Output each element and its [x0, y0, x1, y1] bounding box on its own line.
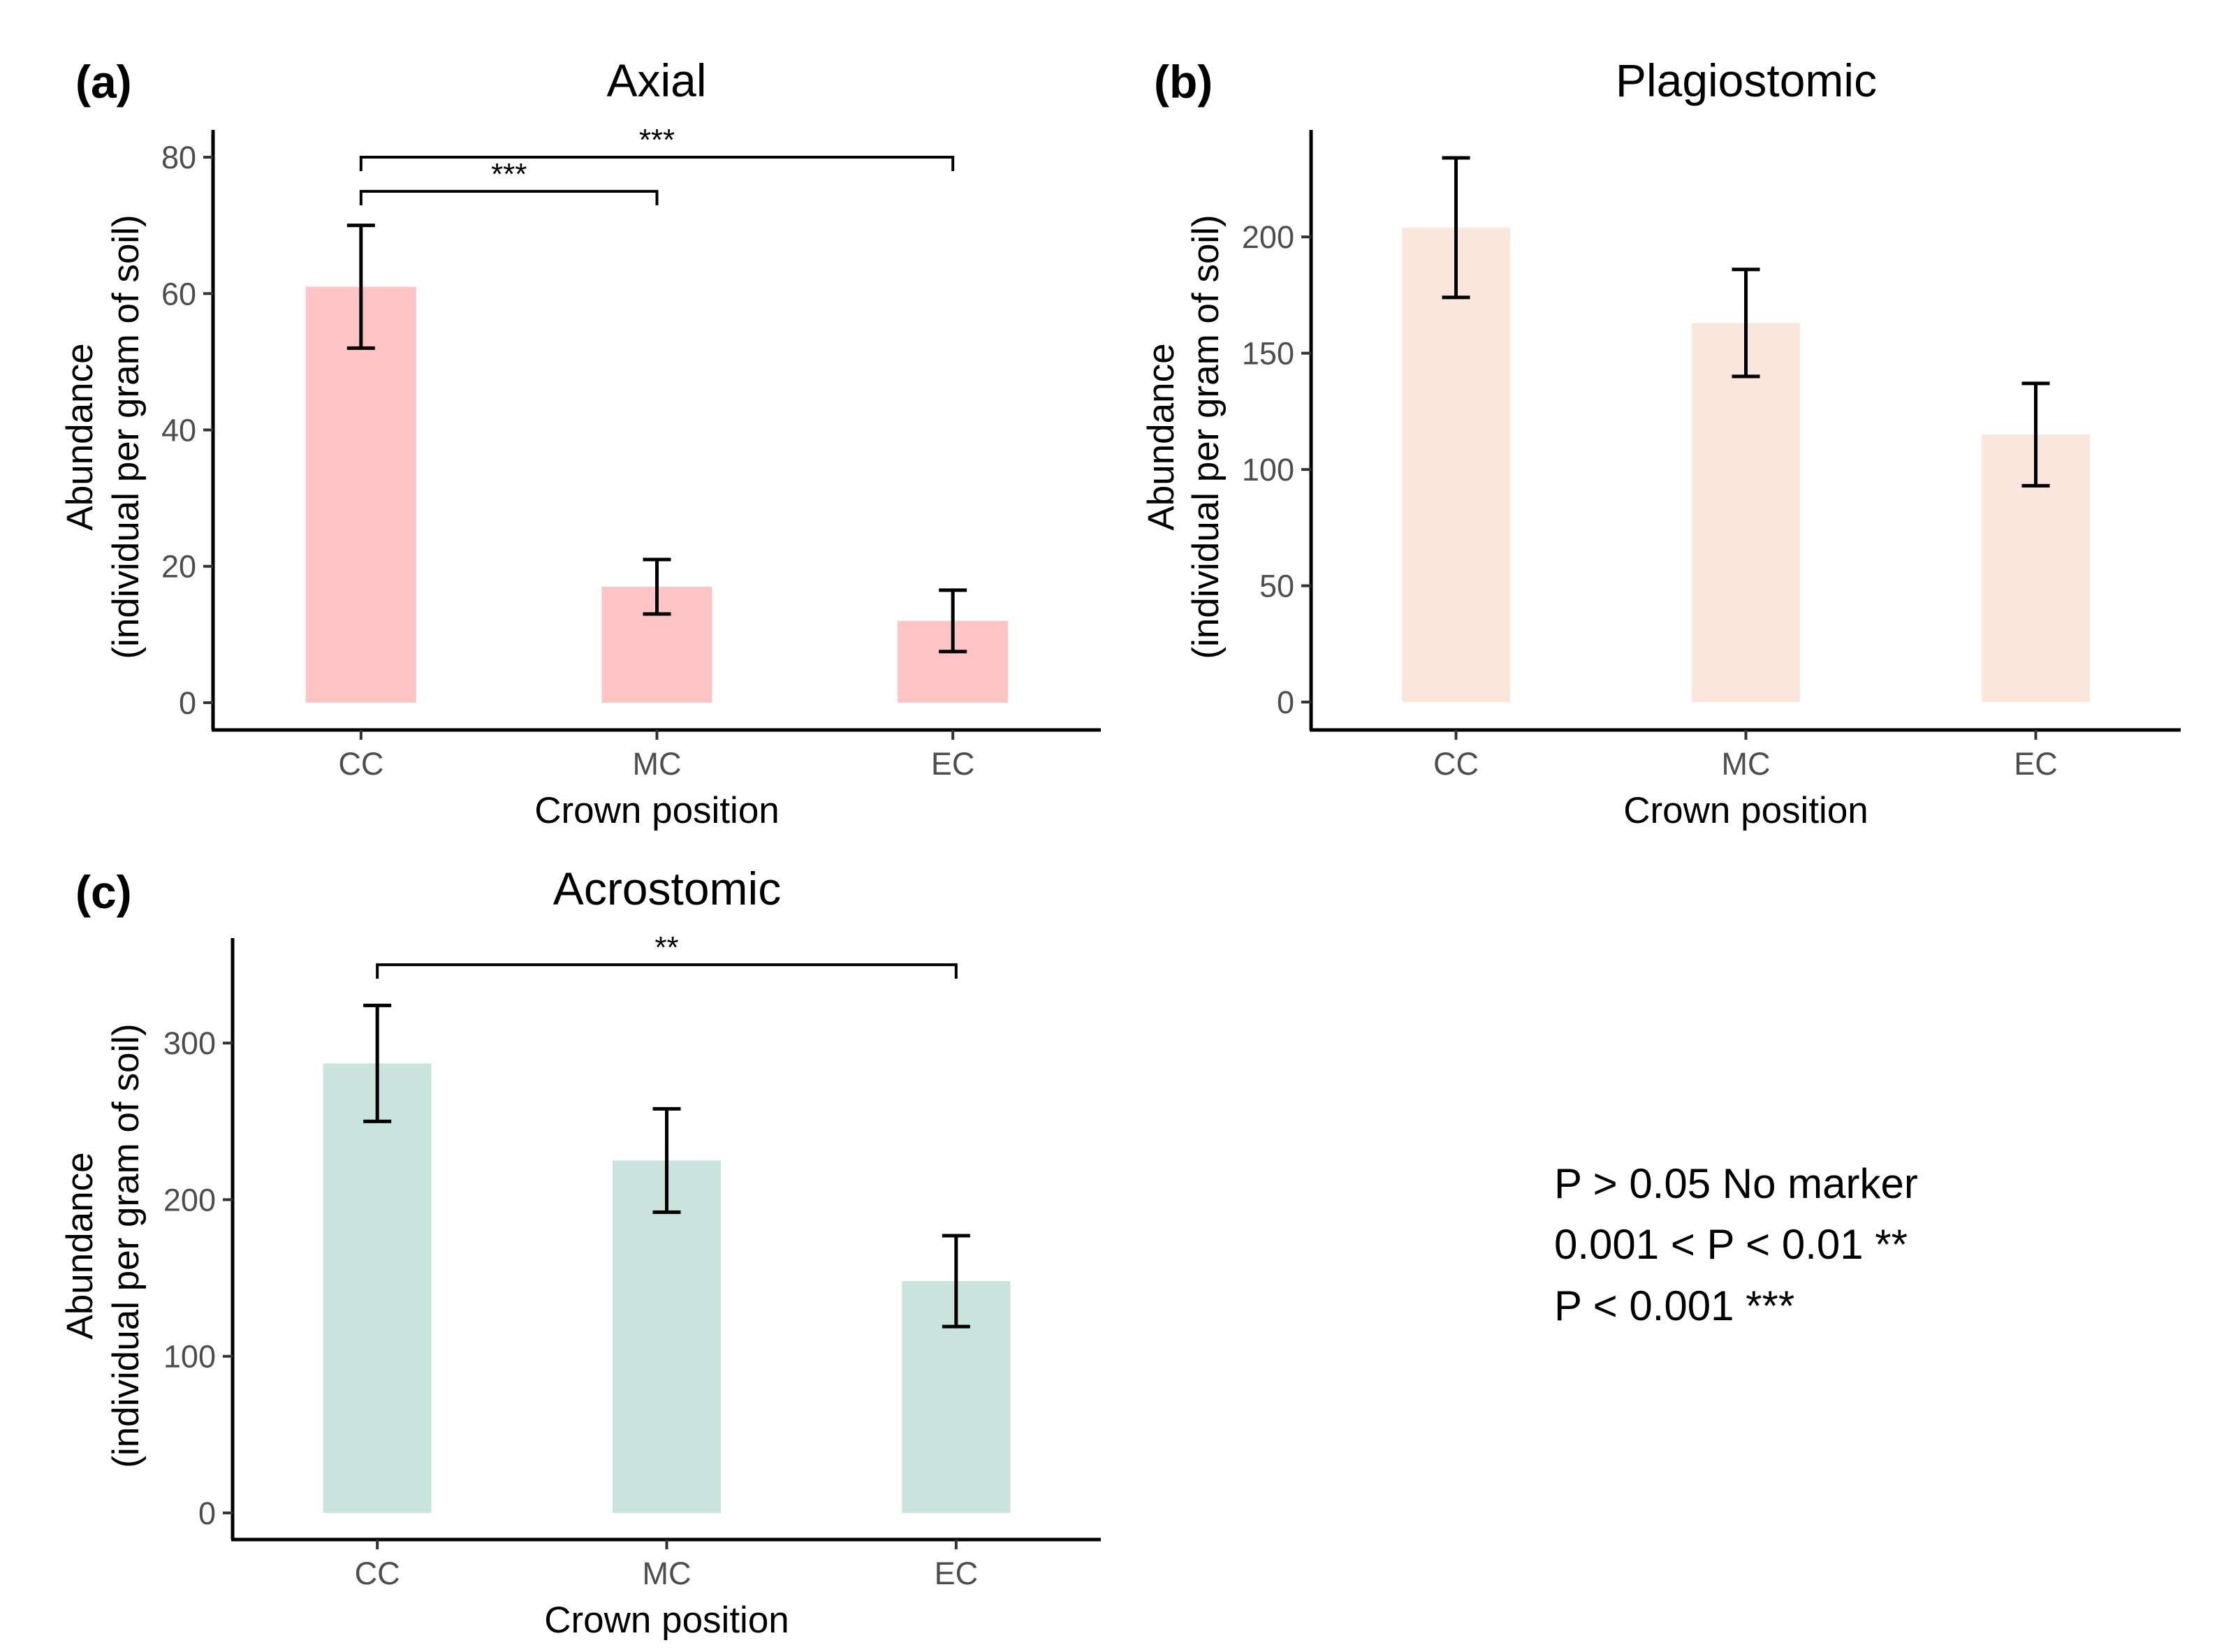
x-tick-label: CC: [1433, 746, 1479, 782]
y-tick-label: 40: [161, 413, 196, 448]
y-tick-label: 300: [163, 1025, 216, 1061]
error-bar-cc: [363, 1003, 392, 1123]
significance-bracket-line: [376, 963, 958, 979]
y-tick-label: 80: [161, 140, 196, 175]
bar-mc: [1692, 323, 1800, 703]
significance-label: ***: [639, 123, 675, 157]
y-tick-label: 0: [179, 685, 196, 721]
significance-label: ***: [491, 157, 527, 191]
significance-bracket-1: [376, 963, 958, 979]
error-bar-mc: [643, 557, 671, 616]
legend-line-2: 0.001 < P < 0.01 **: [1554, 1221, 1908, 1268]
x-tick-label: MC: [643, 1556, 692, 1591]
panel-title: Axial: [606, 54, 706, 106]
bar-cc: [1402, 227, 1510, 703]
error-bar-mc: [1732, 268, 1760, 379]
legend-note: P > 0.05 No marker 0.001 < P < 0.01 ** P…: [1554, 1160, 1918, 1329]
x-tick-label: EC: [931, 746, 975, 782]
panel-letter: (b): [1154, 56, 1213, 108]
chart-panel-3: (c) Acrostomic 0 100 200 300 CC MC EC Crown posit…: [59, 863, 1101, 1641]
y-tick-label: 200: [163, 1182, 216, 1218]
chart-panel-2: (b) Plagiostomic 0 50 100 150 200 CC MC EC Crown p…: [1141, 54, 2181, 831]
bar-cc: [323, 1063, 432, 1513]
panel-title: Acrostomic: [553, 863, 781, 914]
error-bar-cc: [1442, 156, 1470, 300]
y-axis-title-line-1: Abundance: [59, 1152, 101, 1339]
panel-letter: (c): [75, 866, 132, 918]
panel-title: Plagiostomic: [1616, 54, 1877, 106]
y-axis-title-line-1: Abundance: [1141, 343, 1182, 530]
x-tick-label: EC: [935, 1556, 979, 1591]
error-bar-cc: [346, 224, 375, 350]
x-tick-label: CC: [338, 746, 383, 782]
error-bar-ec: [939, 588, 967, 654]
y-tick-label: 0: [1277, 685, 1294, 720]
y-axis-title-line-2: (individual per gram of soil): [105, 214, 147, 659]
x-axis-title: Crown position: [544, 1600, 789, 1641]
bar-cc: [305, 286, 416, 703]
y-tick-label: 150: [1242, 336, 1294, 372]
y-tick-label: 100: [1242, 452, 1294, 488]
y-tick-label: 100: [163, 1339, 216, 1375]
x-axis-title: Crown position: [534, 790, 780, 831]
chart-panel-1: (a) Axial 0 20 40 60 80 CC MC EC Crown position Abu…: [59, 54, 1101, 831]
significance-label: **: [654, 930, 678, 965]
significance-bracket-line: [359, 156, 955, 172]
x-axis-title: Crown position: [1623, 790, 1868, 831]
x-tick-label: MC: [633, 746, 682, 782]
significance-bracket-2: [359, 156, 955, 172]
x-tick-label: MC: [1722, 746, 1771, 782]
error-bar-mc: [652, 1106, 681, 1214]
y-tick-label: 0: [198, 1496, 216, 1531]
y-axis-title-line-1: Abundance: [59, 343, 101, 530]
y-tick-label: 50: [1259, 569, 1294, 604]
y-tick-label: 200: [1242, 219, 1294, 255]
bar-mc: [613, 1160, 721, 1513]
y-axis-title-line-2: (individual per gram of soil): [105, 1023, 147, 1468]
legend-line-3: P < 0.001 ***: [1554, 1282, 1794, 1329]
significance-bracket-line: [359, 189, 659, 205]
x-tick-label: CC: [355, 1556, 400, 1591]
y-tick-label: 60: [161, 276, 196, 312]
y-axis-title-line-2: (individual per gram of soil): [1185, 214, 1227, 659]
legend-line-1: P > 0.05 No marker: [1554, 1160, 1918, 1207]
significance-bracket-1: [359, 189, 659, 205]
error-bar-ec: [942, 1234, 970, 1329]
x-tick-label: EC: [2014, 746, 2058, 782]
error-bar-ec: [2021, 381, 2050, 488]
y-tick-label: 20: [161, 549, 196, 585]
panel-letter: (a): [75, 56, 132, 108]
